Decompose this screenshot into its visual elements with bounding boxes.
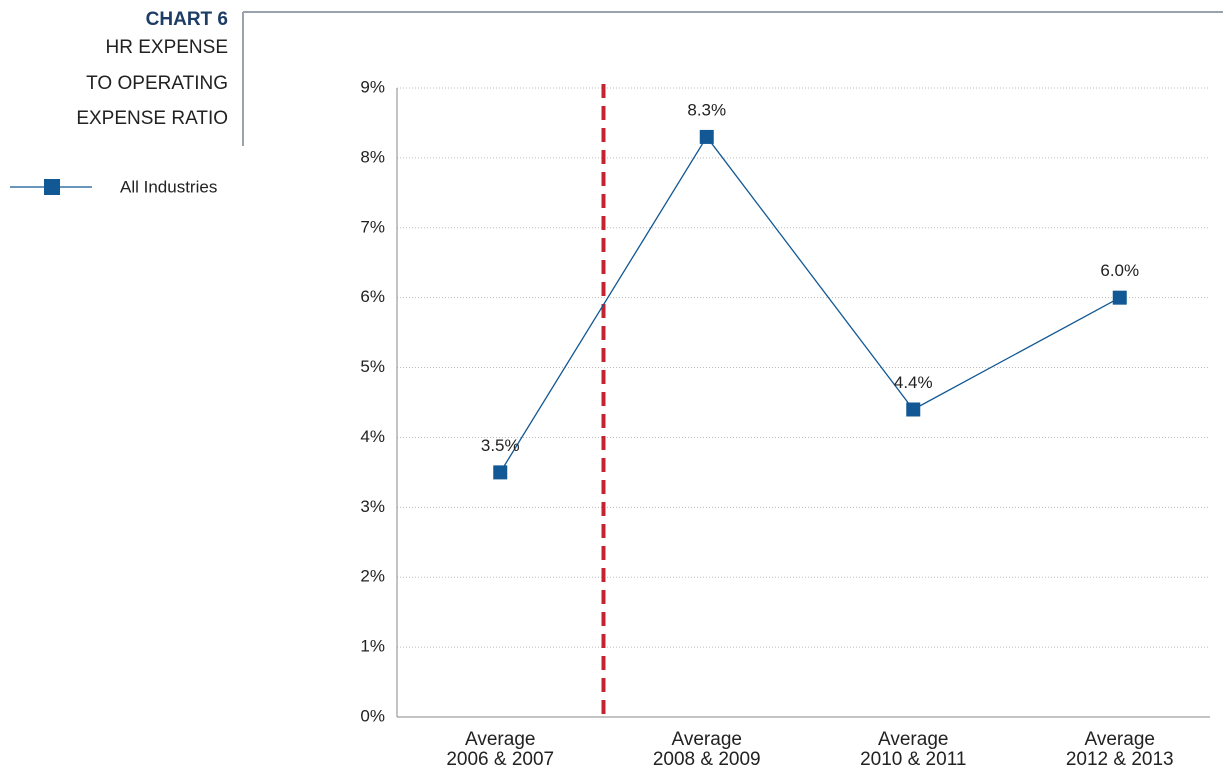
y-tick-label: 4% (360, 427, 385, 446)
point (1112, 290, 1127, 305)
legend-label: All Industries (120, 177, 217, 196)
value-label: 4.4% (894, 373, 933, 392)
point (493, 465, 508, 480)
x-tick-label: Average 2010 & 2011 (860, 729, 966, 770)
value-label: 3.5% (481, 436, 520, 455)
x-tick-label: Average 2012 & 2013 (1066, 729, 1174, 770)
x-tick-label: Average 2006 & 2007 (446, 729, 554, 770)
y-tick-label: 8% (360, 147, 385, 166)
value-label: 6.0% (1100, 261, 1139, 280)
legend-marker (44, 179, 60, 195)
value-label: 8.3% (687, 100, 726, 119)
point (906, 402, 921, 417)
point (699, 129, 714, 144)
y-tick-label: 9% (360, 77, 385, 96)
series-line (499, 135, 1121, 473)
y-tick-label: 7% (360, 217, 385, 236)
chart-subtitle: EXPENSE RATIO (76, 108, 228, 129)
x-tick-label: Average 2008 & 2009 (653, 729, 761, 770)
y-tick-label: 2% (360, 567, 385, 586)
y-tick-label: 3% (360, 497, 385, 516)
chart-subtitle: TO OPERATING (86, 73, 228, 94)
y-tick-label: 0% (360, 706, 385, 725)
y-tick-label: 1% (360, 637, 385, 656)
chart-title: CHART 6 (146, 9, 228, 30)
y-tick-label: 5% (360, 357, 385, 376)
chart-subtitle: HR EXPENSE (106, 37, 228, 58)
y-tick-label: 6% (360, 287, 385, 306)
